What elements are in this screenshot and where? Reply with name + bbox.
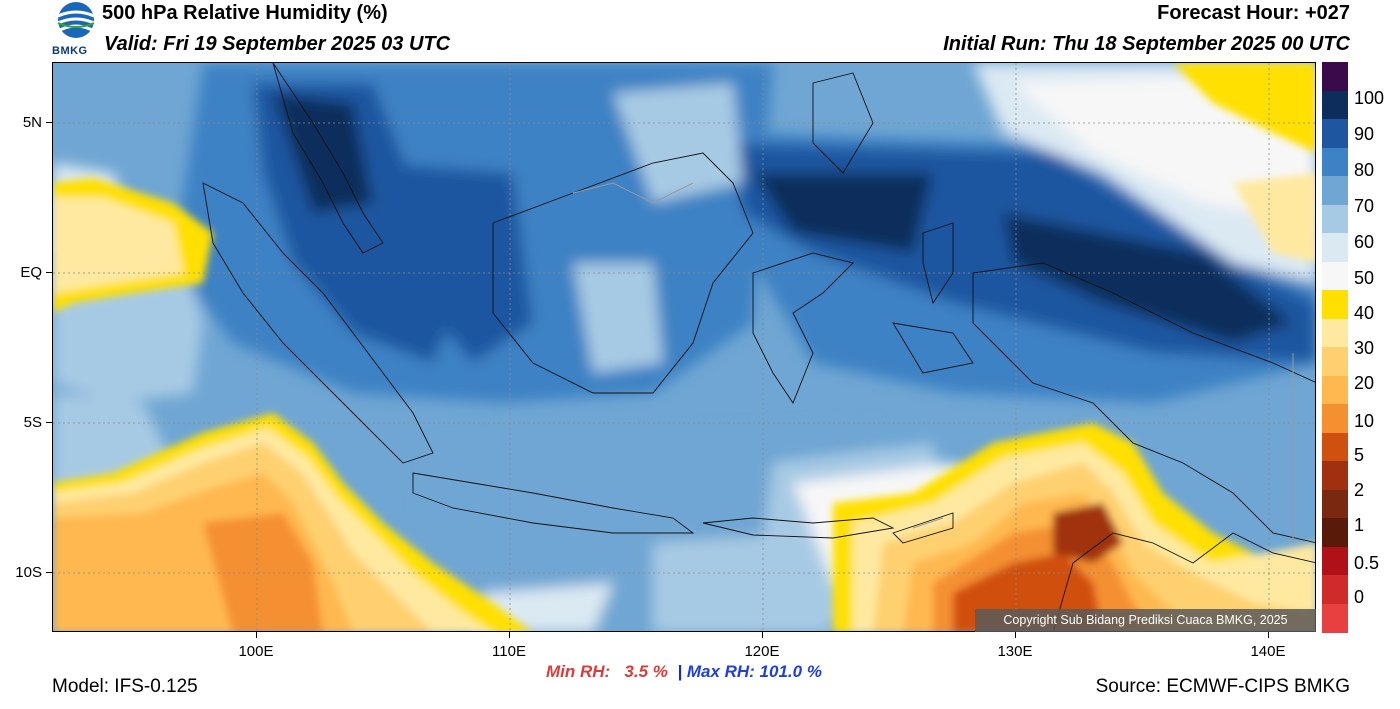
logo-text: BMKG [52, 45, 88, 57]
colorbar-label: 5 [1354, 445, 1365, 465]
colorbar-label: 0.5 [1354, 553, 1380, 573]
lat-label-5s: 5S [23, 414, 42, 431]
humidity-map [52, 62, 1316, 632]
colorbar-segment [1322, 404, 1348, 433]
lon-label-130e: 130E [997, 643, 1033, 660]
min-rh-value: 3.5 % [624, 662, 668, 681]
valid-time: Valid: Fri 19 September 2025 03 UTC [104, 33, 451, 55]
colorbar-segment [1322, 290, 1348, 319]
colorbar-label: 0 [1354, 587, 1365, 607]
colorbar-segment [1322, 233, 1348, 262]
colorbar-segment [1322, 176, 1348, 205]
lon-label-100e: 100E [238, 643, 274, 660]
colorbar-label: 30 [1354, 338, 1375, 358]
initial-run: Initial Run: Thu 18 September 2025 00 UT… [943, 33, 1350, 55]
colorbar-segment [1322, 461, 1348, 490]
borders [572, 182, 1294, 543]
lon-label-140e: 140E [1250, 643, 1286, 660]
bmkg-logo-icon [52, 0, 100, 58]
stats-separator: | [677, 662, 683, 681]
colorbar-label: 20 [1354, 373, 1375, 393]
colorbar-segment [1322, 432, 1348, 462]
colorbar-label: 50 [1354, 268, 1375, 288]
graticule [53, 63, 1315, 631]
humidity-field [53, 63, 1315, 631]
colorbar-label: 90 [1354, 124, 1375, 144]
colorbar-label: 40 [1354, 303, 1375, 323]
colorbar-segment [1322, 347, 1348, 376]
colorbar-label: 60 [1354, 232, 1375, 252]
colorbar-segment [1322, 62, 1348, 91]
colorbar [1322, 62, 1348, 633]
colorbar-segment [1322, 261, 1348, 291]
lat-label-10s: 10S [15, 564, 42, 581]
colorbar-label: 100 [1354, 88, 1385, 108]
lat-label-5n: 5N [22, 114, 42, 131]
colorbar-segment [1322, 518, 1348, 547]
page-title: 500 hPa Relative Humidity (%) [102, 2, 388, 24]
colorbar-segment [1322, 90, 1348, 120]
colorbar-segment [1322, 147, 1348, 177]
lon-label-110e: 110E [492, 643, 526, 660]
colorbar-segment [1322, 603, 1348, 633]
model-name: Model: IFS-0.125 [52, 676, 198, 697]
colorbar-segment [1322, 575, 1348, 604]
rh-stats: Min RH: 3.5 % | Max RH: 101.0 % [546, 662, 822, 682]
forecast-hour: Forecast Hour: +027 [1157, 2, 1350, 24]
colorbar-segment [1322, 489, 1348, 519]
max-rh: Max RH: 101.0 % [686, 662, 822, 681]
lon-label-120e: 120E [744, 643, 780, 660]
colorbar-label: 10 [1354, 411, 1375, 431]
colorbar-label: 80 [1354, 160, 1375, 180]
colorbar-segment [1322, 375, 1348, 405]
colorbar-label: 70 [1354, 196, 1375, 216]
copyright-notice: Copyright Sub Bidang Prediksi Cuaca BMKG… [975, 609, 1316, 632]
min-rh-label: Min RH: [546, 662, 611, 681]
colorbar-label: 2 [1354, 480, 1365, 500]
coastlines [202, 63, 1315, 631]
colorbar-label: 1 [1354, 515, 1365, 535]
colorbar-segment [1322, 318, 1348, 348]
colorbar-segment [1322, 204, 1348, 234]
data-source: Source: ECMWF-CIPS BMKG [1095, 676, 1350, 697]
colorbar-segment [1322, 546, 1348, 576]
lat-label-eq: EQ [20, 264, 42, 281]
colorbar-segment [1322, 119, 1348, 148]
